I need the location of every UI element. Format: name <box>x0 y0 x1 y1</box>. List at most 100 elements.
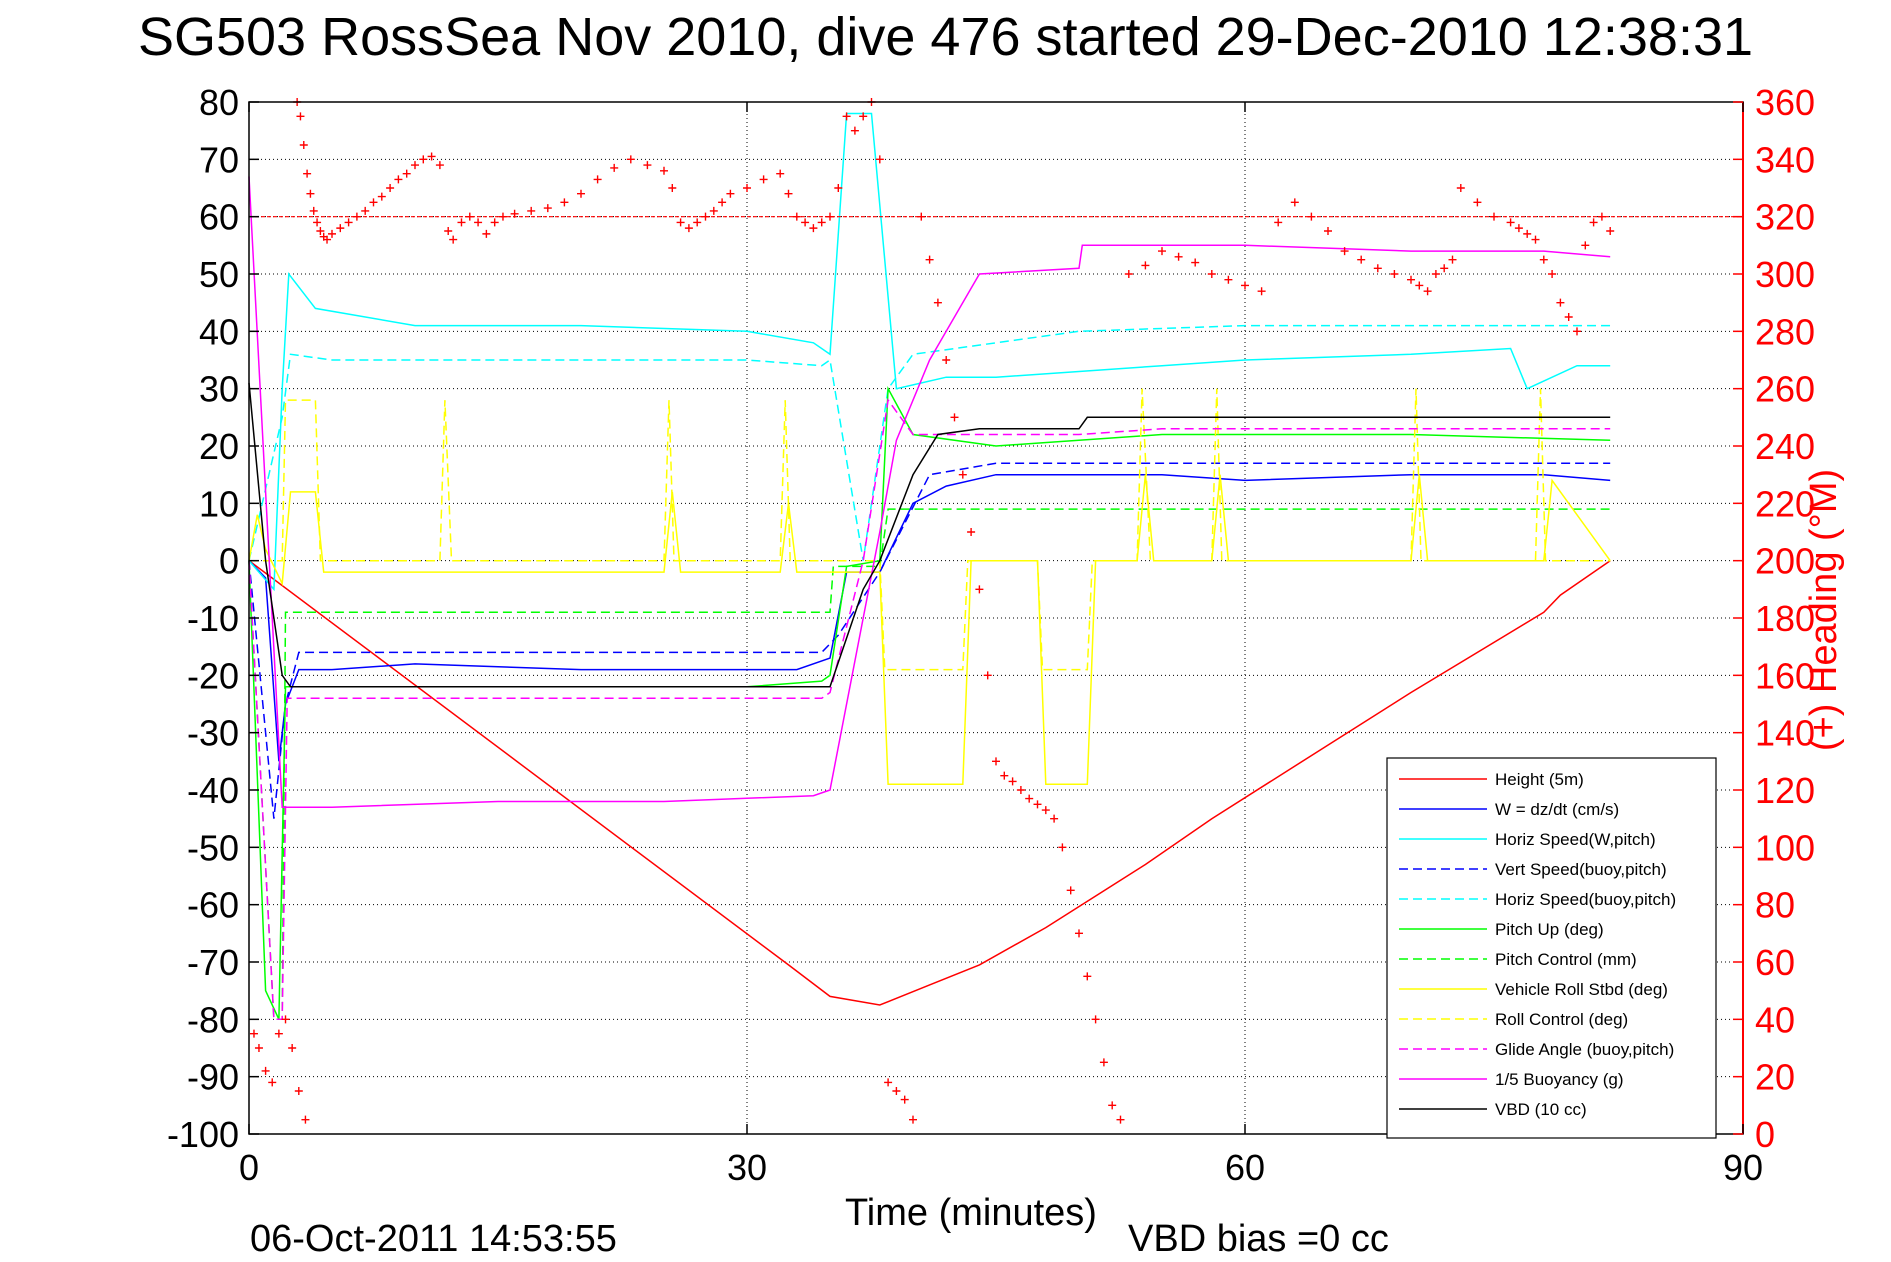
legend-box <box>1386 757 1717 1139</box>
heading-point <box>1597 212 1606 221</box>
legend-label: Vert Speed(buoy,pitch) <box>1495 860 1667 879</box>
heading-point <box>449 235 458 244</box>
heading-point <box>306 189 315 198</box>
heading-point <box>784 189 793 198</box>
y-tick-label-right: 220 <box>1755 483 1815 524</box>
heading-point <box>427 152 436 161</box>
heading-point <box>444 227 453 235</box>
heading-point <box>643 161 652 170</box>
heading-point <box>1274 218 1283 227</box>
heading-point <box>792 212 801 221</box>
legend: Height (5m) W = dz/dt (cm/s) Horiz Speed(W… <box>1386 757 1717 1139</box>
heading-point <box>1423 287 1432 296</box>
heading-point <box>1241 281 1249 290</box>
heading-point <box>1191 258 1200 267</box>
heading-point <box>268 1078 277 1087</box>
x-tick-label: 0 <box>239 1147 259 1188</box>
heading-point <box>1373 264 1382 273</box>
heading-point <box>900 1095 909 1104</box>
heading-point <box>482 229 491 238</box>
heading-point <box>543 204 552 213</box>
heading-point <box>684 224 693 233</box>
heading-point <box>975 585 984 594</box>
heading-point <box>626 155 635 164</box>
heading-point <box>299 141 308 149</box>
series-line-3 <box>248 112 1611 592</box>
heading-point <box>1564 313 1573 321</box>
heading-point <box>776 169 785 178</box>
y-tick-label-right: 180 <box>1755 598 1815 639</box>
heading-point <box>1357 255 1366 264</box>
heading-point <box>942 356 951 364</box>
legend-label: Height (5m) <box>1495 770 1584 789</box>
legend-label: Roll Control (deg) <box>1495 1010 1628 1029</box>
legend-label: Horiz Speed(W,pitch) <box>1495 830 1656 849</box>
heading-point <box>958 470 967 479</box>
y-axis-label-right: (+) Heading (°M) <box>1803 469 1845 751</box>
heading-point <box>967 528 976 536</box>
heading-point <box>933 298 942 307</box>
heading-point <box>718 198 727 207</box>
y-tick-label-right: 200 <box>1755 541 1815 582</box>
y-tick-label-left: 0 <box>219 541 239 582</box>
heading-point <box>1473 198 1482 207</box>
legend-label: 1/5 Buoyancy (g) <box>1495 1070 1624 1089</box>
heading-point <box>402 169 411 178</box>
heading-layer <box>249 98 1743 1124</box>
heading-point <box>288 1044 297 1052</box>
y-tick-label-right: 0 <box>1755 1114 1775 1155</box>
heading-point <box>1514 224 1523 233</box>
heading-point <box>701 212 710 221</box>
heading-point <box>1539 255 1548 264</box>
series-line-6 <box>248 385 1611 1020</box>
heading-point <box>660 166 668 175</box>
series-line-4 <box>248 462 1611 819</box>
heading-point <box>377 192 386 201</box>
heading-point <box>309 206 318 215</box>
heading-point <box>490 218 499 227</box>
x-axis-label: Time (minutes) <box>845 1192 1097 1234</box>
heading-point <box>328 229 336 238</box>
heading-point <box>1025 794 1034 803</box>
legend-label: Horiz Speed(buoy,pitch) <box>1495 890 1676 909</box>
heading-point <box>593 175 602 184</box>
heading-point <box>875 155 884 164</box>
y-tick-label-left: -90 <box>187 1057 239 1098</box>
heading-point <box>457 218 466 227</box>
heading-point <box>668 184 677 192</box>
heading-point <box>465 212 474 221</box>
series-line-11 <box>248 176 1611 808</box>
y-tick-label-right: 240 <box>1755 426 1815 467</box>
y-tick-label-right: 80 <box>1755 885 1795 926</box>
y-tick-label-left: -80 <box>187 999 239 1040</box>
heading-point <box>560 198 569 207</box>
heading-point <box>1058 843 1067 852</box>
heading-point <box>1415 281 1424 290</box>
heading-point <box>336 224 345 233</box>
heading-point <box>1581 241 1590 250</box>
heading-point <box>1589 218 1598 227</box>
x-tick-label: 30 <box>727 1147 767 1188</box>
y-tick-label-right: 60 <box>1755 942 1795 983</box>
heading-point <box>303 169 312 178</box>
heading-point <box>1390 270 1399 278</box>
legend-label: Vehicle Roll Stbd (deg) <box>1495 980 1668 999</box>
heading-point <box>498 212 507 221</box>
heading-point <box>1307 212 1316 221</box>
heading-point <box>1083 972 1092 981</box>
heading-point <box>726 189 735 198</box>
y-tick-label-left: -50 <box>187 827 239 868</box>
heading-point <box>301 1115 310 1124</box>
heading-point <box>1431 270 1440 278</box>
timestamp-label: 06-Oct-2011 14:53:55 <box>250 1218 617 1260</box>
heading-point <box>743 184 751 192</box>
heading-point <box>249 1029 258 1038</box>
heading-point <box>1108 1101 1117 1110</box>
heading-point <box>1531 235 1540 244</box>
grid-layer <box>249 102 1743 1134</box>
y-tick-label-left: 50 <box>199 254 239 295</box>
heading-point <box>759 175 768 184</box>
heading-point <box>1606 227 1615 235</box>
heading-point <box>1016 786 1025 794</box>
heading-point <box>474 218 483 227</box>
